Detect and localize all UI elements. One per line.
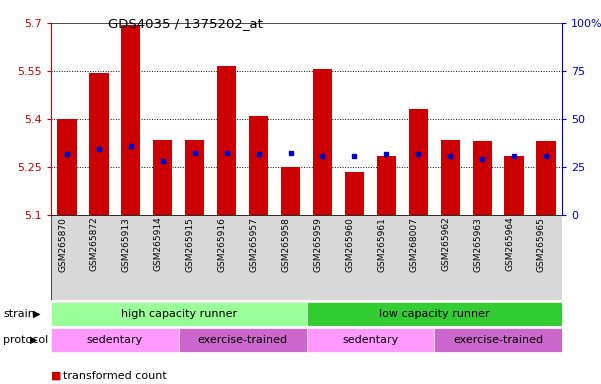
Text: GSM265915: GSM265915 [186,217,195,271]
Text: GSM265964: GSM265964 [505,217,514,271]
Bar [185,140,204,215]
Text: GSM265872: GSM265872 [90,217,99,271]
Text: GSM265916: GSM265916 [218,217,227,271]
Bar [153,140,172,215]
Bar [217,66,236,215]
Text: GSM265913: GSM265913 [122,217,131,271]
Text: exercise-trained: exercise-trained [453,335,543,345]
Bar [345,172,364,215]
Bar [281,167,300,215]
Text: ▶: ▶ [30,335,37,345]
Bar [51,302,307,326]
Text: exercise-trained: exercise-trained [198,335,288,345]
Bar [504,156,523,215]
Text: GSM268007: GSM268007 [409,217,418,271]
Text: GSM265961: GSM265961 [377,217,386,271]
Text: GSM265960: GSM265960 [346,217,355,271]
Text: GSM265870: GSM265870 [58,217,67,271]
Bar [249,116,268,215]
Text: protocol: protocol [3,335,48,345]
Bar [307,302,562,326]
Bar [51,328,179,352]
Text: high capacity runner: high capacity runner [121,309,237,319]
Text: GSM265962: GSM265962 [441,217,450,271]
Text: GSM265959: GSM265959 [314,217,323,271]
Bar [472,141,492,215]
Bar [313,70,332,215]
Text: ▶: ▶ [33,309,40,319]
Text: GSM265914: GSM265914 [154,217,163,271]
Text: strain: strain [3,309,35,319]
Bar [121,25,141,215]
Bar [179,328,307,352]
Bar [51,215,562,300]
Text: low capacity runner: low capacity runner [379,309,490,319]
Text: GDS4035 / 1375202_at: GDS4035 / 1375202_at [108,17,263,30]
Bar [441,140,460,215]
Text: GSM265958: GSM265958 [281,217,290,271]
Text: GSM265965: GSM265965 [537,217,546,271]
Bar [537,141,555,215]
Bar [307,328,435,352]
Bar [377,156,396,215]
Text: transformed count: transformed count [63,371,167,381]
Text: ■: ■ [51,371,61,381]
Text: sedentary: sedentary [342,335,398,345]
Bar [409,109,428,215]
Text: GSM265963: GSM265963 [473,217,482,271]
Text: GSM265957: GSM265957 [249,217,258,271]
Bar [58,119,77,215]
Bar [434,328,562,352]
Text: sedentary: sedentary [87,335,143,345]
Bar [90,73,109,215]
